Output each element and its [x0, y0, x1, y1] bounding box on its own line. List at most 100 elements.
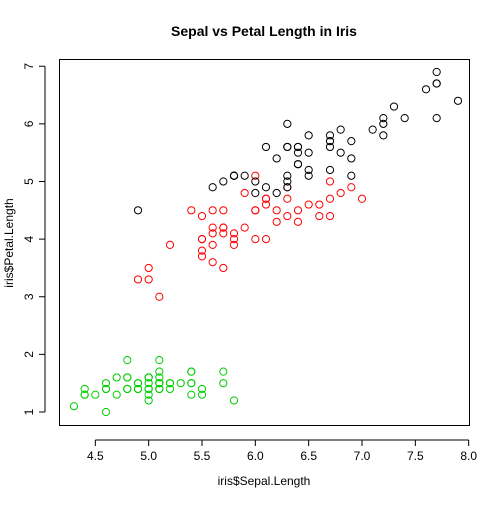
data-point	[261, 142, 271, 152]
data-point	[293, 206, 303, 215]
data-point	[293, 142, 303, 152]
data-point	[219, 379, 228, 388]
data-point	[155, 379, 164, 388]
data-point	[197, 390, 207, 399]
x-tick-label: 8.0	[460, 449, 477, 463]
data-point	[325, 177, 335, 186]
data-point	[208, 183, 217, 192]
data-point	[272, 217, 281, 226]
data-point	[219, 223, 228, 232]
data-points	[69, 67, 463, 417]
data-point	[347, 137, 356, 146]
data-point	[187, 390, 196, 399]
data-point	[315, 211, 324, 221]
data-point	[208, 223, 217, 232]
data-point	[219, 229, 228, 238]
data-point	[91, 390, 100, 399]
data-point	[432, 79, 441, 88]
data-point	[293, 148, 303, 157]
y-tick-label: 1	[22, 408, 36, 415]
data-point	[101, 384, 111, 394]
data-point	[133, 206, 143, 215]
data-point	[208, 258, 217, 267]
data-point	[101, 379, 111, 388]
x-tick-label: 4.5	[87, 449, 104, 463]
data-point	[69, 402, 79, 411]
data-point	[219, 177, 228, 186]
data-point	[283, 177, 292, 186]
data-point	[197, 235, 207, 244]
data-point	[261, 235, 271, 244]
data-point	[400, 114, 409, 123]
data-point	[261, 200, 271, 209]
y-tick-label: 6	[22, 120, 36, 127]
data-point	[336, 125, 345, 134]
data-point	[336, 188, 345, 198]
data-point	[144, 379, 153, 388]
plot-frame	[59, 59, 470, 426]
data-point	[293, 160, 303, 169]
x-tick-label: 7.0	[354, 449, 371, 463]
data-point	[325, 142, 335, 152]
data-point	[283, 194, 292, 203]
y-tick-label: 3	[22, 293, 36, 300]
data-point	[155, 384, 164, 394]
data-point	[325, 211, 335, 221]
data-point	[197, 246, 207, 255]
data-point	[208, 229, 217, 238]
data-point	[229, 235, 239, 244]
data-point	[347, 183, 356, 192]
data-point	[229, 229, 239, 238]
data-point	[197, 252, 207, 261]
data-point	[155, 367, 164, 376]
data-point	[379, 119, 388, 128]
data-point	[283, 119, 292, 128]
y-tick-label: 2	[22, 351, 36, 358]
data-point	[283, 171, 292, 180]
data-point	[251, 177, 260, 186]
data-point	[165, 379, 175, 388]
data-point	[229, 171, 239, 180]
data-point	[123, 384, 132, 394]
data-point	[123, 356, 132, 365]
data-point	[315, 200, 324, 209]
data-point	[187, 379, 196, 388]
data-point	[208, 206, 217, 215]
data-point	[251, 235, 260, 244]
data-point	[208, 240, 217, 249]
data-point	[187, 206, 196, 215]
data-point	[261, 183, 271, 192]
data-point	[123, 373, 132, 382]
data-point	[272, 188, 281, 198]
data-point	[272, 206, 281, 215]
data-point	[336, 148, 345, 157]
data-point	[357, 194, 367, 203]
data-point	[304, 165, 313, 175]
data-point	[197, 211, 207, 221]
data-point	[283, 142, 292, 152]
data-point	[219, 263, 228, 273]
data-point	[304, 171, 313, 180]
y-tick-label: 4	[22, 235, 36, 242]
data-point	[165, 240, 175, 249]
data-point	[453, 96, 463, 105]
data-point	[304, 200, 313, 209]
data-point	[261, 194, 271, 203]
data-point	[112, 390, 121, 399]
x-tick-label: 5.5	[194, 449, 211, 463]
data-point	[379, 131, 388, 140]
data-point	[133, 379, 143, 388]
data-point	[219, 206, 228, 215]
y-axis-label: iris$Petal.Length	[2, 198, 16, 287]
data-point	[229, 396, 239, 405]
data-point	[304, 131, 313, 140]
data-point	[272, 154, 281, 163]
x-tick-label: 7.5	[407, 449, 424, 463]
data-point	[251, 171, 260, 180]
data-point	[240, 223, 249, 232]
data-point	[80, 390, 89, 399]
data-point	[325, 131, 335, 140]
data-point	[240, 188, 249, 198]
